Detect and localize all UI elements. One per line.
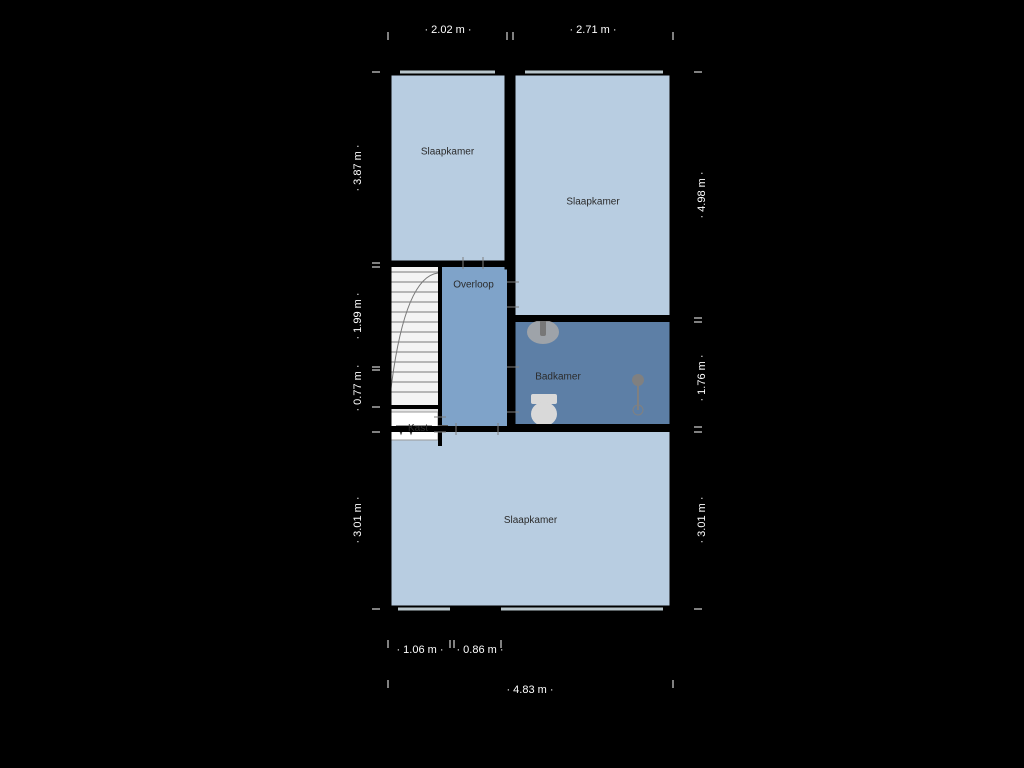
room-slaapkamer_tr [513, 72, 673, 316]
room-slaapkamer_tl [388, 72, 507, 262]
dimension-label: · 0.86 m · [456, 644, 503, 656]
dimension-label: · 1.76 m · [696, 354, 708, 401]
dimension-label: · 1.99 m · [352, 292, 364, 339]
room-label-slaapkamer_tl: Slaapkamer [421, 147, 475, 158]
floorplan-canvas: Slaapkamer Slaapkamer Overloop Kast Badkamer… [0, 0, 1024, 768]
dimension-label: · 3.01 m · [352, 496, 364, 543]
toilet-bowl-icon [531, 402, 557, 426]
room-label-slaapkamer_tr: Slaapkamer [566, 197, 620, 208]
dimension-label: · 2.02 m · [424, 24, 471, 36]
dimension-label: · 0.77 m · [352, 364, 364, 411]
room-label-overloop: Overloop [453, 280, 494, 291]
room-stairs [388, 267, 440, 407]
room-label-kast: Kast [408, 423, 428, 434]
room-label-slaapkamer_b: Slaapkamer [504, 515, 558, 526]
room-overloop [440, 267, 507, 427]
shower-head-icon [632, 374, 644, 386]
dimension-label: · 3.01 m · [696, 496, 708, 543]
dimension-label: · 4.98 m · [696, 171, 708, 218]
dimension-label: · 1.06 m · [396, 644, 443, 656]
room-label-badkamer: Badkamer [535, 372, 581, 383]
dimension-label: · 4.83 m · [506, 684, 553, 696]
dimension-label: · 2.71 m · [569, 24, 616, 36]
dimension-label: · 3.87 m · [352, 144, 364, 191]
